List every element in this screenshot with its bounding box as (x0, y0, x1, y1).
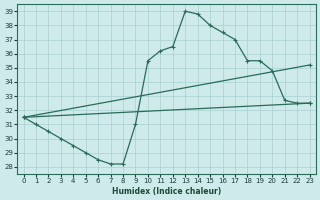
X-axis label: Humidex (Indice chaleur): Humidex (Indice chaleur) (112, 187, 221, 196)
